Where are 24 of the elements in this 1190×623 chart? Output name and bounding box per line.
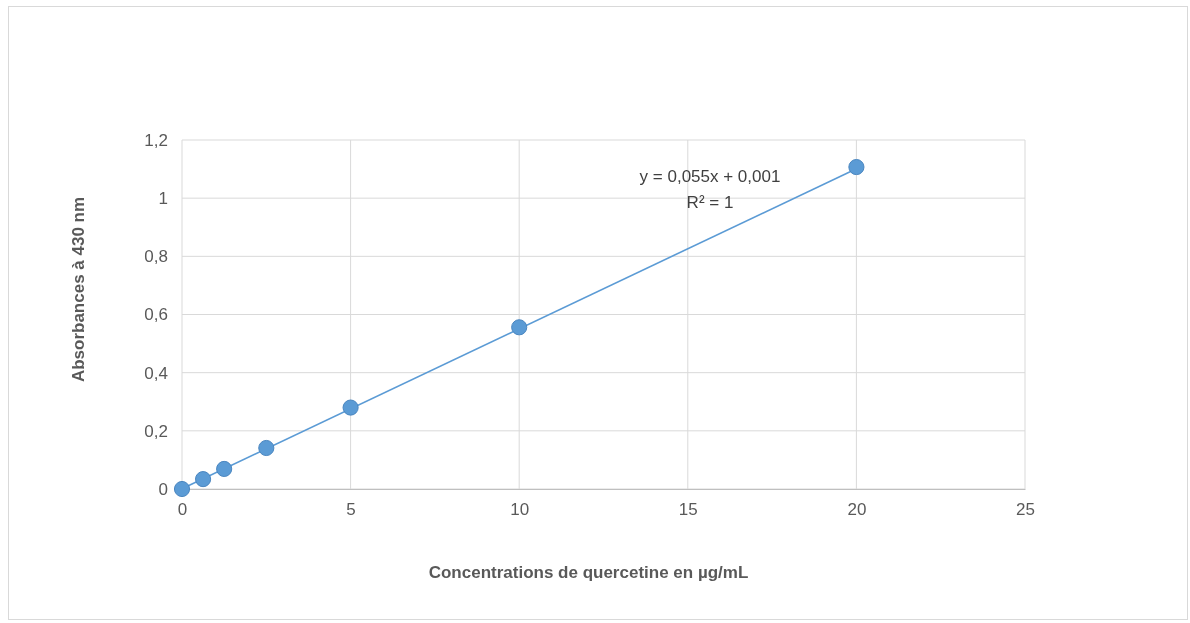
x-axis-title: Concentrations de quercetine en µg/mL: [428, 563, 749, 582]
y-tick-label: 0,2: [144, 421, 168, 441]
y-tick-label: 0,6: [144, 305, 168, 325]
annotation: y = 0,055x + 0,001: [639, 167, 781, 186]
point: [258, 439, 275, 457]
point: [511, 319, 528, 336]
point: [173, 480, 191, 498]
y-axis-title: Absorbances à 430 nm: [69, 196, 88, 383]
point: [848, 158, 865, 176]
y-tick-label: 0,8: [144, 247, 168, 267]
x-tick-label: 5: [346, 500, 356, 520]
point: [195, 471, 212, 488]
y-tick-label: 1,2: [144, 130, 168, 150]
annotation: R² = 1: [686, 193, 734, 212]
x-tick-label: 10: [510, 500, 530, 520]
x-tick-label: 25: [1016, 500, 1035, 520]
y-tick-label: 0: [158, 479, 168, 499]
y-tick-label: 0,4: [144, 363, 168, 383]
x-tick-label: 20: [847, 500, 867, 520]
point: [342, 399, 359, 416]
x-tick-label: 15: [678, 500, 698, 520]
x-tick-label: 0: [177, 500, 188, 520]
point: [216, 460, 233, 477]
y-tick-label: 1: [158, 189, 168, 209]
